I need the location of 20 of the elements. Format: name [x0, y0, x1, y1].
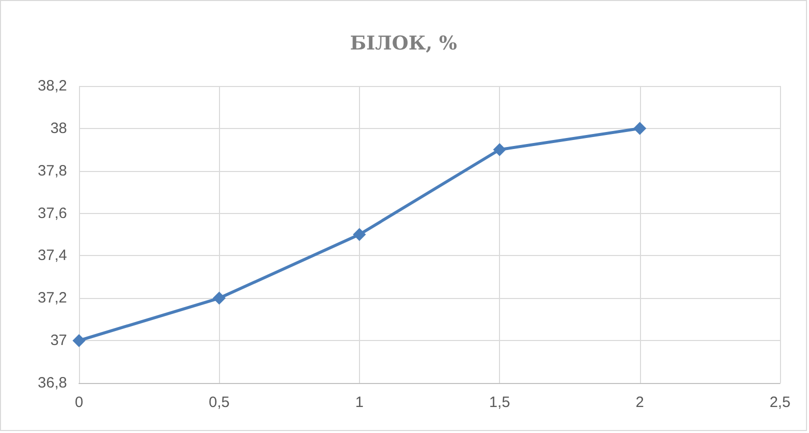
y-tick-label: 36,8 — [38, 374, 67, 392]
y-tick-label: 37 — [50, 332, 67, 350]
x-tick-label: 2 — [636, 394, 644, 411]
y-tick-label: 38 — [50, 120, 67, 137]
x-tick-label: 1,5 — [489, 394, 510, 411]
point — [493, 143, 506, 156]
y-tick-label: 37,2 — [38, 290, 67, 307]
x-tick-label: 2,5 — [770, 394, 790, 411]
point — [212, 292, 226, 305]
y-tick-label: 37,6 — [38, 204, 67, 222]
point — [72, 334, 86, 348]
x-tick-label: 0 — [74, 394, 84, 411]
y-tick-label: 38,2 — [38, 78, 67, 94]
chart-title: БІЛОК, % — [350, 32, 458, 54]
y-tick-label: 37,8 — [38, 162, 67, 180]
y-tick-label: 37,4 — [38, 247, 67, 264]
x-tick-label: 0,5 — [208, 394, 230, 411]
point — [633, 122, 646, 135]
point — [352, 228, 366, 241]
x-tick-label: 1 — [355, 394, 364, 411]
